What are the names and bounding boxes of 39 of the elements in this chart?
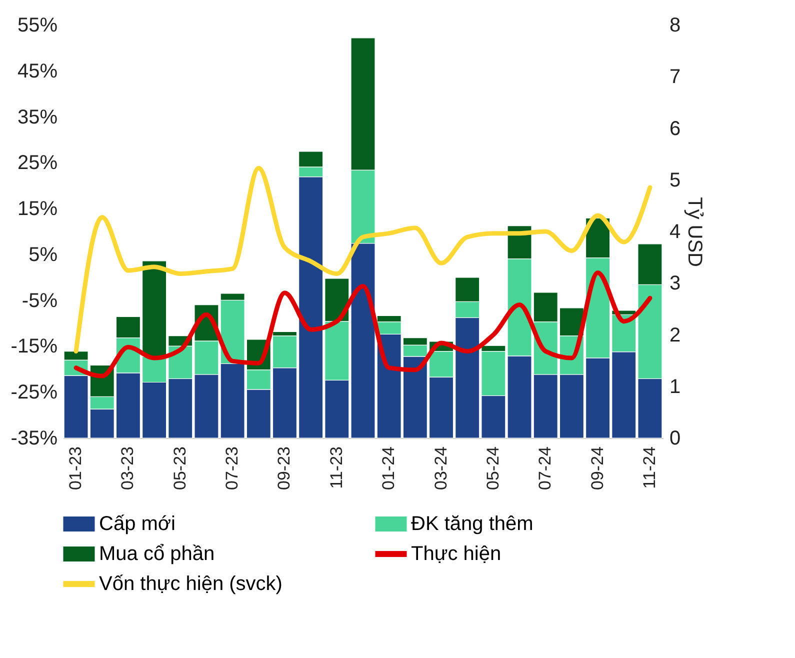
legend-label: Thực hiện: [411, 543, 502, 565]
y2-tick-label: 6: [670, 118, 681, 140]
line-series: [74, 270, 652, 378]
x-tick-label: 09-23: [274, 446, 294, 490]
legend-label: Mua cổ phần: [99, 543, 215, 565]
y-tick-label: 35%: [17, 106, 58, 128]
y-tick-label: -5%: [22, 290, 58, 312]
y2-tick-label: 2: [670, 324, 681, 346]
x-tick-label: 07-23: [222, 446, 242, 490]
line-series: [74, 166, 652, 354]
y2-tick-label: 8: [670, 14, 681, 36]
y2-tick-label: 0: [670, 428, 681, 450]
y2-tick-label: 4: [670, 221, 681, 243]
x-tick-label: 03-24: [431, 446, 450, 490]
y2-tick-label: 1: [670, 376, 681, 398]
y2-tick-label: 7: [670, 66, 681, 88]
y-tick-label: 55%: [17, 14, 58, 36]
y-tick-label: 5%: [28, 244, 58, 266]
x-tick-label: 11-23: [326, 446, 346, 489]
y-tick-label: -25%: [10, 382, 58, 404]
y-tick-label: -15%: [10, 336, 58, 358]
x-tick-label: 09-24: [588, 446, 607, 490]
y-tick-label: -35%: [10, 428, 58, 450]
legend-label: Cấp mới: [99, 513, 176, 535]
x-tick-label: 01-24: [379, 446, 398, 490]
x-tick-label: 05-23: [170, 446, 190, 490]
x-tick-label: 03-23: [118, 446, 138, 490]
legend-label: ĐK tăng thêm: [411, 513, 534, 535]
legend-label: Vốn thực hiện (svck): [99, 573, 282, 595]
y2-axis-title: Tỷ USD: [684, 197, 706, 267]
x-tick-label: 05-24: [483, 446, 502, 490]
x-tick-label: 11-24: [640, 446, 659, 489]
x-tick-label: 07-24: [536, 446, 555, 490]
y-tick-label: 25%: [17, 152, 58, 174]
y-tick-label: 45%: [17, 60, 58, 82]
y-tick-label: 15%: [17, 198, 58, 220]
x-tick-label: 01-23: [66, 446, 86, 490]
y2-tick-label: 3: [670, 272, 681, 295]
y2-tick-label: 5: [670, 169, 681, 192]
